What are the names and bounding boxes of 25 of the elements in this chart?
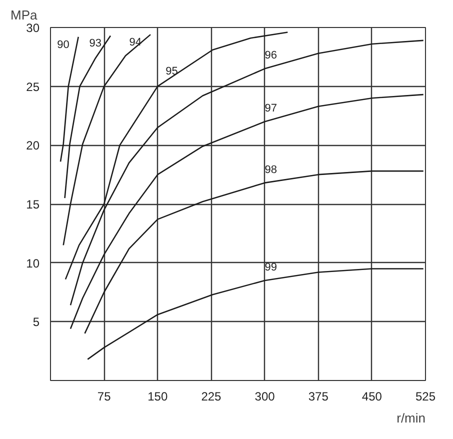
y-tick-label: 20: [26, 138, 40, 153]
x-tick-label: 450: [362, 390, 382, 404]
y-tick-label: 25: [26, 80, 40, 94]
series-label: 94: [129, 36, 142, 49]
x-tick-label: 525: [415, 390, 436, 404]
y-tick-label: 5: [32, 315, 40, 330]
series-label: 93: [89, 38, 102, 50]
x-tick-label: 75: [97, 390, 112, 404]
x-tick-label: 225: [201, 390, 222, 404]
series-label: 90: [57, 38, 70, 51]
line-series: [60, 36, 80, 162]
y-tick-label: 15: [26, 198, 40, 212]
series-label: 95: [166, 65, 178, 78]
series-label: 99: [264, 261, 278, 274]
y-axis-title: MPa: [10, 8, 38, 22]
line-series: [70, 94, 424, 330]
x-tick-label: 375: [308, 390, 329, 404]
x-tick-label: 150: [148, 390, 168, 404]
y-tick-label: 30: [26, 21, 40, 35]
series-label: 97: [264, 102, 278, 115]
x-tick-label: 300: [254, 390, 276, 404]
series-label: 96: [264, 50, 278, 62]
y-tick-label: 10: [26, 256, 40, 270]
x-axis-title: r/min: [396, 410, 426, 426]
series-label: 98: [264, 164, 278, 176]
